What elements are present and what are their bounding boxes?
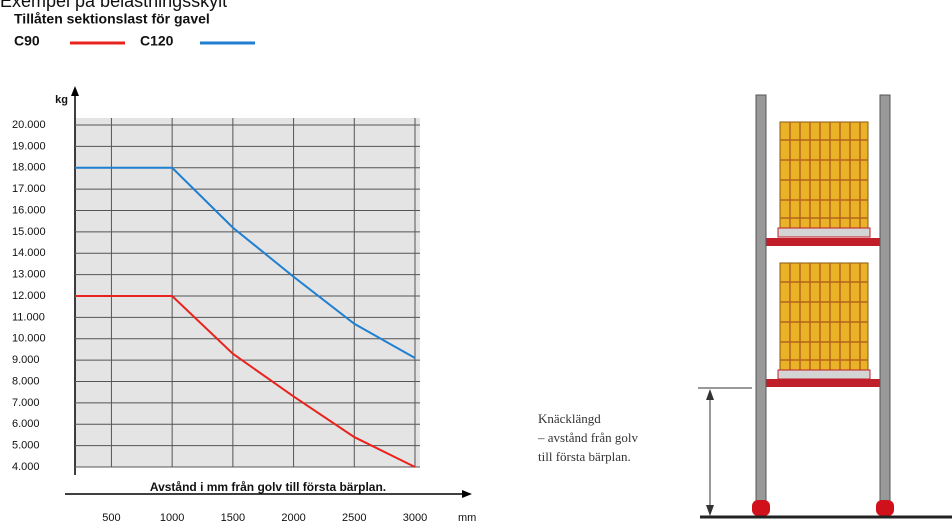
y-tick-label: 7.000 — [12, 397, 40, 409]
y-arrow — [71, 86, 79, 96]
box — [779, 262, 869, 371]
series-line — [75, 166, 416, 359]
y-tick-label: 11.000 — [12, 311, 45, 323]
foot — [876, 500, 894, 516]
x-tick-label: 2000 — [281, 512, 305, 524]
x-tick-label: 500 — [102, 512, 120, 524]
beam — [764, 379, 886, 387]
diagram-label: till första bärplan. — [538, 449, 631, 464]
x-axis-label: Avstånd i mm från golv till första bärpl… — [150, 480, 386, 494]
y-tick-label: 8.000 — [12, 375, 40, 387]
box — [779, 121, 869, 229]
series-line — [75, 295, 416, 468]
y-tick-label: 20.000 — [12, 119, 46, 131]
x-label-box — [95, 478, 440, 498]
y-tick-label: 6.000 — [12, 418, 40, 430]
x-tick-label: 3000 — [403, 512, 427, 524]
x-unit: mm — [458, 512, 476, 524]
x-arrow — [462, 490, 472, 498]
y-tick-label: 10.000 — [12, 333, 46, 345]
box-pattern — [780, 122, 868, 370]
dim-arrow — [706, 389, 714, 400]
x-tick-label: 1000 — [160, 512, 184, 524]
chart-title: Tillåten sektionslast för gavel — [14, 11, 210, 27]
y-tick-label: 15.000 — [12, 226, 46, 238]
y-tick-label: 13.000 — [12, 269, 46, 281]
y-tick-label: 16.000 — [12, 204, 46, 216]
y-tick-label: 12.000 — [12, 290, 46, 302]
y-tick-label: 17.000 — [12, 183, 46, 195]
y-tick-label: 9.000 — [12, 354, 40, 366]
x-tick-label: 2500 — [342, 512, 366, 524]
foot — [752, 500, 770, 516]
y-tick-label: 19.000 — [12, 140, 46, 152]
pallet — [777, 369, 871, 380]
y-axis-label: kg — [55, 94, 68, 106]
pallet — [777, 227, 871, 238]
rack-diagram — [698, 94, 952, 519]
y-tick-label: 18.000 — [12, 162, 46, 174]
upright — [755, 94, 767, 506]
dim-arrow — [706, 505, 714, 516]
y-tick-label: 5.000 — [12, 440, 40, 452]
diagram-label: – avstånd från golv — [537, 430, 639, 445]
beam — [764, 238, 886, 246]
header: Exempel på belastningsskylt — [0, 0, 227, 11]
legend-label: C90 — [14, 33, 40, 49]
plot-background — [75, 118, 420, 467]
diagram-label: Knäcklängd — [538, 411, 601, 426]
y-tick-label: 4.000 — [12, 461, 40, 473]
y-tick-label: 14.000 — [12, 247, 46, 259]
legend-label: C120 — [140, 33, 174, 49]
upright — [879, 94, 891, 506]
x-tick-label: 1500 — [221, 512, 245, 524]
